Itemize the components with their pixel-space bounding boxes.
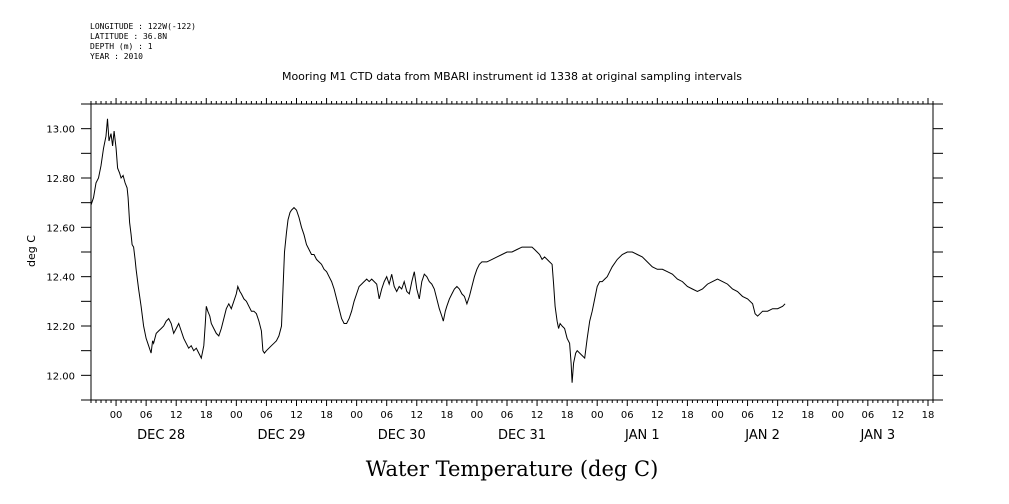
x-tick-label: 18: [681, 410, 694, 421]
y-axis-label: deg C: [25, 235, 38, 267]
y-tick-label: 12.00: [46, 371, 75, 382]
x-day-label: DEC 29: [257, 428, 305, 443]
x-tick-label: 18: [922, 410, 935, 421]
y-tick-label: 12.80: [46, 174, 75, 185]
x-day-label: DEC 28: [137, 428, 185, 443]
x-tick-label: 12: [771, 410, 784, 421]
x-tick-label: 06: [861, 410, 874, 421]
x-tick-label: 06: [621, 410, 634, 421]
y-tick-label: 13.00: [46, 125, 75, 136]
x-tick-label: 06: [260, 410, 273, 421]
y-tick-label: 12.60: [46, 223, 75, 234]
x-axis-title: Water Temperature (deg C): [366, 457, 659, 481]
y-tick-label: 12.40: [46, 273, 75, 284]
x-tick-label: 00: [831, 410, 844, 421]
x-tick-label: 12: [170, 410, 183, 421]
x-tick-label: 00: [591, 410, 604, 421]
longitude-label: LONGITUDE : 122W(-122): [90, 22, 196, 31]
x-tick-label: 06: [380, 410, 393, 421]
x-tick-label: 06: [741, 410, 754, 421]
x-day-label: JAN 2: [744, 428, 780, 443]
x-tick-label: 12: [651, 410, 664, 421]
chart-title: Mooring M1 CTD data from MBARI instrumen…: [282, 70, 742, 83]
x-tick-label: 00: [471, 410, 484, 421]
x-tick-label: 12: [290, 410, 303, 421]
x-tick-label: 12: [892, 410, 905, 421]
x-tick-label: 12: [531, 410, 544, 421]
year-label: YEAR : 2010: [90, 52, 143, 61]
y-tick-label: 12.20: [46, 322, 75, 333]
x-tick-label: 00: [230, 410, 243, 421]
latitude-label: LATITUDE : 36.8N: [90, 32, 168, 41]
x-tick-label: 00: [711, 410, 724, 421]
x-tick-label: 18: [440, 410, 453, 421]
x-tick-label: 18: [200, 410, 213, 421]
x-tick-label: 00: [110, 410, 123, 421]
x-tick-label: 18: [561, 410, 574, 421]
x-tick-label: 06: [501, 410, 514, 421]
x-day-label: JAN 3: [860, 428, 896, 443]
x-tick-label: 12: [410, 410, 423, 421]
x-day-label: DEC 30: [378, 428, 426, 443]
series-line: [90, 118, 786, 383]
x-tick-label: 06: [140, 410, 153, 421]
depth-label: DEPTH (m) : 1: [90, 42, 153, 51]
x-day-label: JAN 1: [624, 428, 660, 443]
x-day-label: DEC 31: [498, 428, 546, 443]
x-tick-label: 00: [350, 410, 363, 421]
x-tick-label: 18: [320, 410, 333, 421]
x-tick-label: 18: [801, 410, 814, 421]
